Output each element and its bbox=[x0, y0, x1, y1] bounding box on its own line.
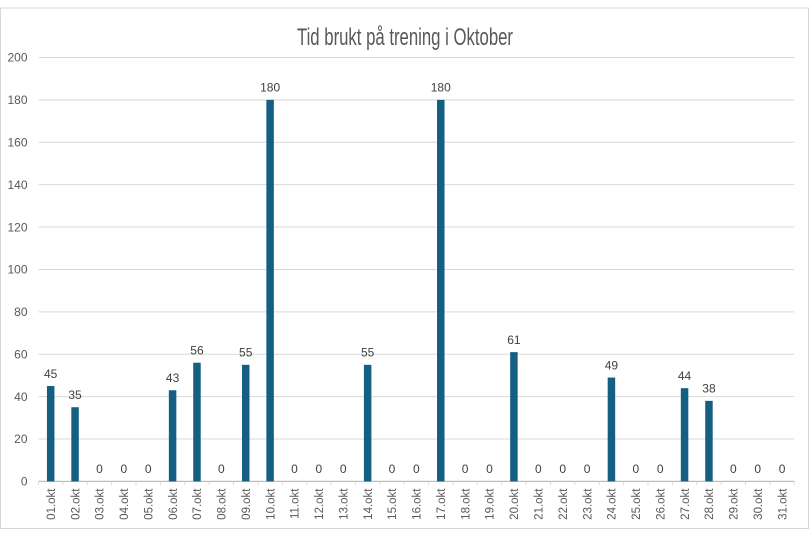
svg-text:05.okt: 05.okt bbox=[143, 488, 155, 520]
svg-text:20: 20 bbox=[14, 432, 28, 446]
svg-text:180: 180 bbox=[431, 81, 451, 95]
svg-text:21.okt: 21.okt bbox=[533, 488, 545, 520]
svg-text:80: 80 bbox=[14, 305, 28, 319]
svg-text:13.okt: 13.okt bbox=[338, 488, 350, 520]
svg-text:0: 0 bbox=[535, 462, 542, 476]
svg-text:30.okt: 30.okt bbox=[753, 488, 765, 520]
svg-text:60: 60 bbox=[14, 347, 28, 361]
svg-text:06.okt: 06.okt bbox=[168, 488, 180, 520]
svg-text:Tid brukt på trening i Oktober: Tid brukt på trening i Oktober bbox=[297, 24, 513, 51]
svg-text:0: 0 bbox=[96, 462, 103, 476]
svg-text:180: 180 bbox=[7, 93, 27, 107]
svg-text:25.okt: 25.okt bbox=[631, 488, 643, 520]
svg-text:180: 180 bbox=[260, 81, 280, 95]
svg-text:0: 0 bbox=[340, 462, 347, 476]
svg-text:0: 0 bbox=[145, 462, 152, 476]
svg-text:31.okt: 31.okt bbox=[777, 488, 789, 520]
svg-text:0: 0 bbox=[218, 462, 225, 476]
svg-text:40: 40 bbox=[14, 390, 28, 404]
svg-text:0: 0 bbox=[584, 462, 591, 476]
svg-text:22.okt: 22.okt bbox=[558, 488, 570, 520]
svg-text:0: 0 bbox=[21, 475, 28, 489]
svg-text:0: 0 bbox=[291, 462, 298, 476]
svg-text:0: 0 bbox=[632, 462, 639, 476]
svg-text:24.okt: 24.okt bbox=[607, 488, 619, 520]
svg-text:23.okt: 23.okt bbox=[582, 488, 594, 520]
svg-text:49: 49 bbox=[605, 358, 619, 372]
svg-text:38: 38 bbox=[702, 382, 716, 396]
svg-text:160: 160 bbox=[7, 135, 27, 149]
svg-text:29.okt: 29.okt bbox=[729, 488, 741, 520]
svg-text:100: 100 bbox=[7, 263, 27, 277]
svg-text:0: 0 bbox=[389, 462, 396, 476]
svg-text:02.okt: 02.okt bbox=[70, 488, 82, 520]
svg-text:07.okt: 07.okt bbox=[192, 488, 204, 520]
svg-text:0: 0 bbox=[316, 462, 323, 476]
svg-text:44: 44 bbox=[678, 369, 692, 383]
svg-text:09.okt: 09.okt bbox=[241, 488, 253, 520]
svg-text:28.okt: 28.okt bbox=[704, 488, 716, 520]
svg-text:120: 120 bbox=[7, 220, 27, 234]
svg-text:16.okt: 16.okt bbox=[412, 488, 424, 520]
svg-text:26.okt: 26.okt bbox=[655, 488, 667, 520]
svg-text:0: 0 bbox=[462, 462, 469, 476]
svg-text:0: 0 bbox=[657, 462, 664, 476]
svg-text:11.okt: 11.okt bbox=[290, 488, 302, 519]
svg-text:27.okt: 27.okt bbox=[680, 488, 692, 520]
svg-text:15.okt: 15.okt bbox=[387, 488, 399, 520]
svg-text:14.okt: 14.okt bbox=[363, 488, 375, 520]
svg-text:35: 35 bbox=[68, 388, 82, 402]
svg-text:18.okt: 18.okt bbox=[460, 488, 472, 520]
svg-text:20.okt: 20.okt bbox=[509, 488, 521, 520]
svg-text:12.okt: 12.okt bbox=[314, 488, 326, 520]
svg-text:55: 55 bbox=[361, 346, 375, 360]
svg-text:04.okt: 04.okt bbox=[119, 488, 131, 520]
svg-text:01.okt: 01.okt bbox=[46, 488, 58, 520]
svg-text:61: 61 bbox=[507, 333, 521, 347]
svg-text:200: 200 bbox=[7, 51, 27, 65]
svg-text:56: 56 bbox=[190, 344, 204, 358]
svg-text:0: 0 bbox=[559, 462, 566, 476]
svg-text:19.okt: 19.okt bbox=[485, 488, 497, 520]
svg-text:55: 55 bbox=[239, 346, 253, 360]
svg-text:0: 0 bbox=[120, 462, 127, 476]
svg-text:17.okt: 17.okt bbox=[436, 488, 448, 520]
svg-text:0: 0 bbox=[730, 462, 737, 476]
svg-text:140: 140 bbox=[7, 178, 27, 192]
svg-text:0: 0 bbox=[486, 462, 493, 476]
svg-text:0: 0 bbox=[413, 462, 420, 476]
svg-text:10.okt: 10.okt bbox=[265, 488, 277, 520]
svg-text:0: 0 bbox=[779, 462, 786, 476]
svg-text:0: 0 bbox=[754, 462, 761, 476]
svg-text:43: 43 bbox=[166, 371, 180, 385]
svg-text:08.okt: 08.okt bbox=[217, 488, 229, 520]
svg-text:45: 45 bbox=[44, 367, 58, 381]
svg-text:03.okt: 03.okt bbox=[95, 488, 107, 520]
